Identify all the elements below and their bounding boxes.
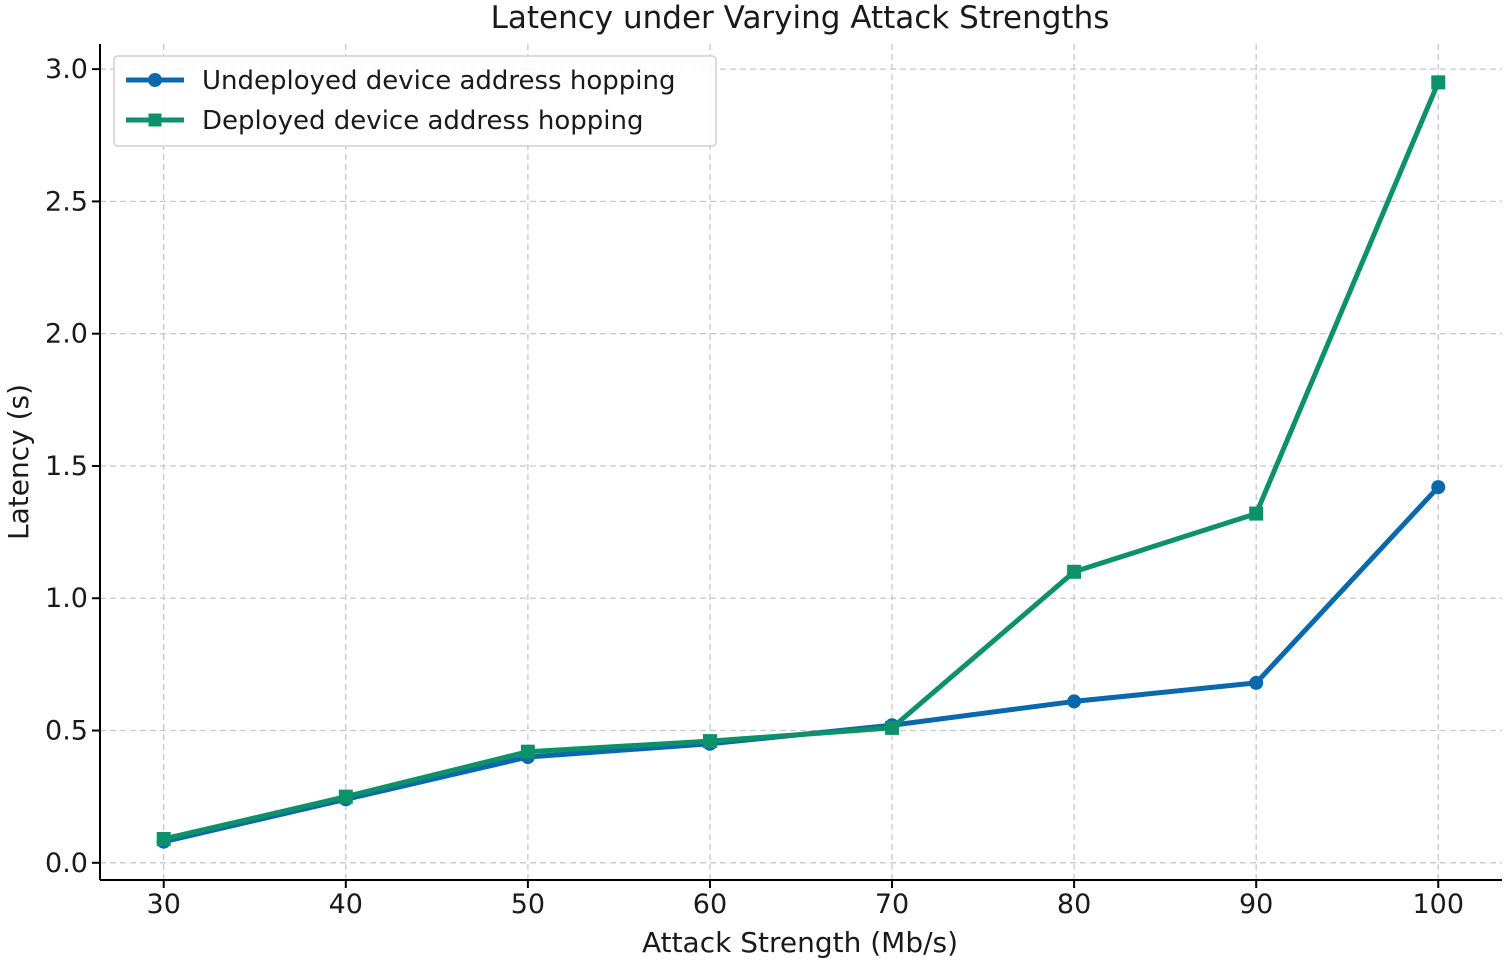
data-point: [885, 720, 900, 735]
y-tick-label: 0.0: [45, 848, 88, 879]
chart-title: Latency under Varying Attack Strengths: [491, 0, 1110, 36]
y-tick-label: 1.5: [45, 451, 88, 482]
data-point: [1431, 480, 1446, 495]
x-tick-label: 70: [875, 889, 909, 920]
x-tick-label: 100: [1412, 889, 1464, 920]
series-line: [161, 484, 1441, 845]
x-tick-label: 30: [147, 889, 181, 920]
data-point: [1067, 694, 1082, 709]
y-tick-label: 2.0: [45, 319, 88, 350]
x-tick-label: 50: [511, 889, 545, 920]
data-point: [1431, 75, 1446, 90]
y-tick-label: 2.5: [45, 186, 88, 217]
data-point: [338, 789, 353, 804]
data-point: [1249, 506, 1264, 521]
legend-label-undeployed: Undeployed device address hopping: [202, 66, 675, 96]
y-tick-label: 3.0: [45, 54, 88, 85]
data-point: [1249, 675, 1264, 690]
legend-marker-deployed: [148, 113, 162, 127]
legend-label-deployed: Deployed device address hopping: [202, 106, 643, 136]
tick-labels: 30 40 50 60 70 80 90 100 0.0 0.5 1.0 1.5 2.0 2.5 3.0: [45, 54, 1464, 920]
x-tick-label: 40: [329, 889, 363, 920]
y-tick-label: 0.5: [45, 716, 88, 747]
data-point: [520, 744, 535, 759]
x-tick-label: 90: [1239, 889, 1273, 920]
series-line: [161, 79, 1441, 842]
x-axis-label: Attack Strength (Mb/s): [642, 926, 958, 959]
axes: [99, 44, 1502, 881]
data-point: [702, 734, 717, 749]
x-tick-label: 80: [1057, 889, 1091, 920]
legend-marker-undeployed: [148, 73, 162, 87]
legend-box: [113, 55, 717, 147]
legend: Undeployed device address hopping Deploy…: [113, 55, 717, 147]
x-tick-label: 60: [693, 889, 727, 920]
data-point: [1067, 564, 1082, 579]
series: [156, 75, 1446, 849]
y-tick-label: 1.0: [45, 583, 88, 614]
y-axis-label: Latency (s): [2, 384, 35, 540]
data-point: [156, 831, 171, 846]
grid: [100, 44, 1502, 880]
series-1: [156, 75, 1446, 846]
